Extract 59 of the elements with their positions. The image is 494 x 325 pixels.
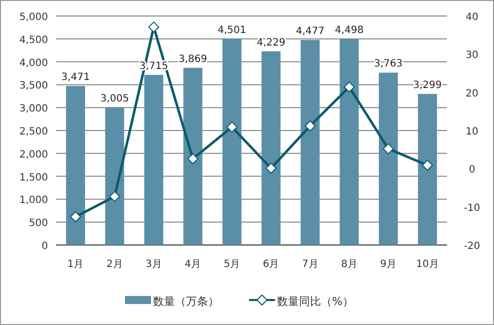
bar [66,86,86,245]
y2-tick-label: 20 [466,88,478,100]
x-tick-label: 9月 [380,259,397,270]
y2-tick-label: 10 [466,126,478,138]
y-tick-label: 0 [42,241,48,252]
data-label: 3,005 [100,93,129,104]
bar [300,40,320,245]
point [266,162,277,174]
bar [222,38,242,245]
legend-label: 数量同比（%） [277,295,354,308]
bar [105,107,124,245]
data-label: 4,229 [256,37,286,48]
data-label: 3,471 [61,72,90,84]
x-tick-label: 1月 [67,259,84,270]
point [226,122,238,133]
point [187,153,198,164]
legend-label: 数量（万条） [153,295,219,308]
y-tick-label: 500 [28,218,48,230]
y-tick-label: 2,000 [19,149,48,160]
y-tick-label: 1,500 [19,172,48,184]
bar [418,94,437,245]
bar [144,74,164,245]
y2-tick-label: 40 [466,12,478,23]
x-tick-label: 2月 [106,259,123,270]
y-tick-label: 5,000 [19,12,48,23]
data-label: 3,763 [374,58,403,70]
y2-tick-label: 30 [466,50,478,62]
y-tick-label: 4,000 [19,58,48,69]
point [70,211,82,222]
bar [262,51,281,245]
point [344,81,355,92]
y2-tick-label: -10 [464,202,480,214]
x-tick-label: 5月 [224,259,240,270]
x-tick-label: 3月 [146,259,162,270]
point [382,143,394,154]
y-tick-label: 3,000 [19,104,48,115]
data-label: 3,299 [413,80,442,91]
x-tick-label: 6月 [262,259,280,270]
data-label: 4,501 [218,24,246,36]
point [304,120,316,132]
y-tick-label: 3,500 [19,80,48,92]
bar [183,68,202,245]
data-label: 4,477 [296,26,324,37]
point [422,160,433,171]
data-label: 4,498 [334,24,364,36]
point [109,191,120,202]
y-tick-label: 4,500 [19,34,48,46]
y2-tick-label: 0 [468,164,476,176]
x-tick-label: 7月 [302,259,318,270]
x-tick-label: 4月 [184,259,202,270]
y2-tick-label: -20 [464,241,480,252]
x-tick-label: 8月 [341,259,358,270]
y-tick-label: 1,000 [19,195,48,206]
data-label: 3,869 [178,54,208,65]
bar [340,38,359,245]
bar [378,72,398,245]
x-tick-label: 10月 [416,259,439,270]
point [148,22,160,33]
y-tick-label: 2,500 [19,126,48,138]
